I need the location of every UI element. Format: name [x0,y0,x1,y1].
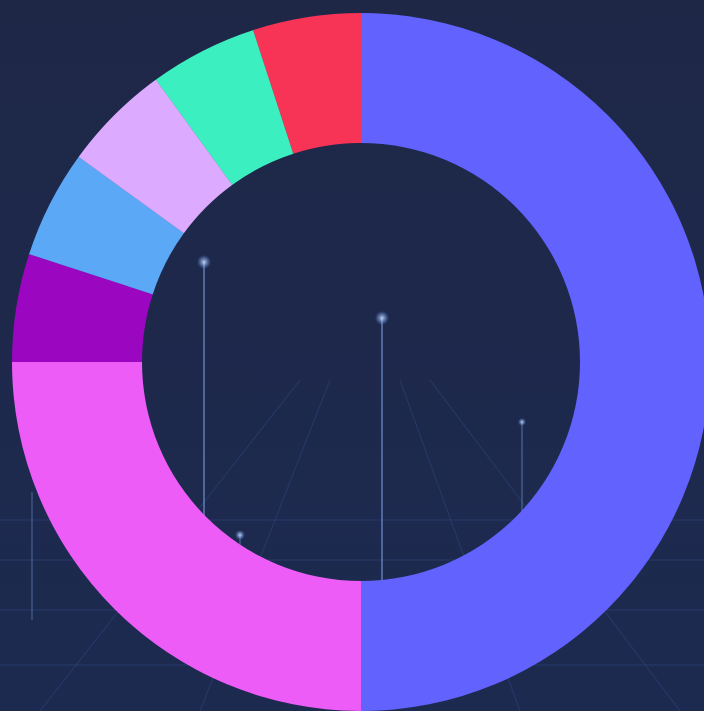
chart [0,0,704,711]
page: (() => { const data = JSON.parse(documen… [0,0,704,711]
